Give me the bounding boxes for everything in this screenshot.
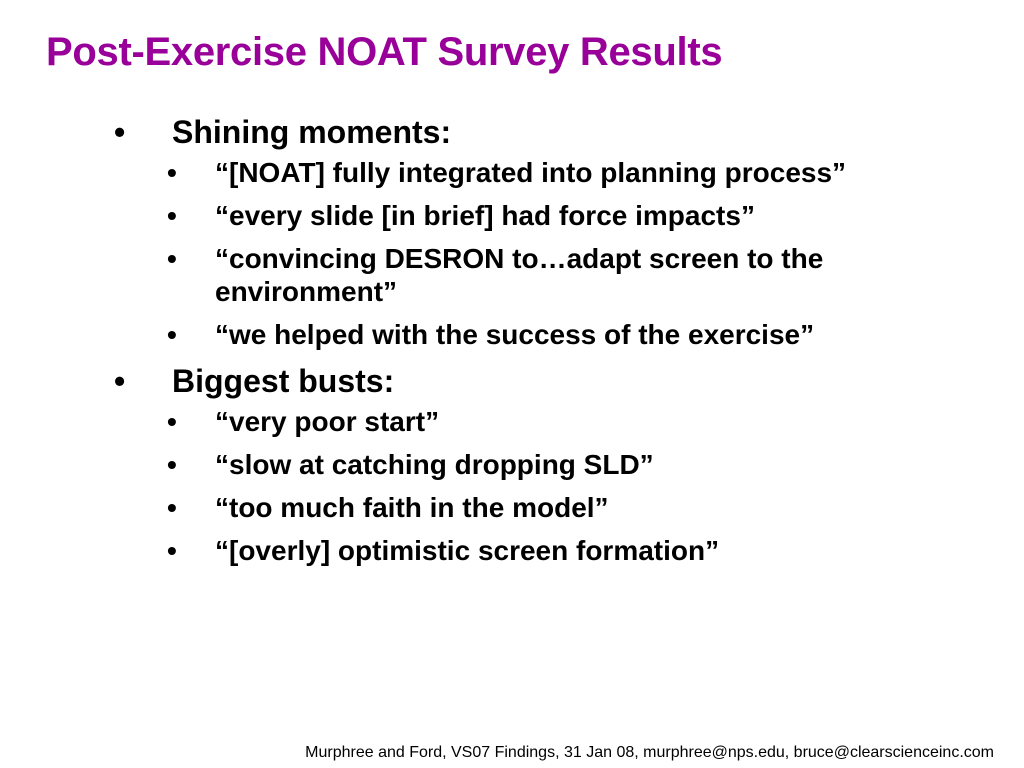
list-item-text: “[NOAT] fully integrated into planning p… (215, 157, 847, 188)
list-item-text: “slow at catching dropping SLD” (215, 449, 654, 480)
bullet-icon: • (114, 363, 126, 399)
bullet-icon: • (167, 449, 177, 480)
section-biggest-busts: • Biggest busts: • “very poor start” • “… (0, 361, 1024, 567)
sub-bullet-list: • “[NOAT] fully integrated into planning… (0, 156, 1024, 351)
bullet-icon: • (167, 492, 177, 523)
bullet-icon: • (114, 114, 126, 150)
bullet-icon: • (167, 406, 177, 437)
bullet-icon: • (167, 200, 177, 231)
footer-citation: Murphree and Ford, VS07 Findings, 31 Jan… (305, 744, 994, 761)
bullet-icon: • (167, 157, 177, 188)
list-item: • “[NOAT] fully integrated into planning… (0, 156, 975, 189)
bullet-list: • Shining moments: • “[NOAT] fully integ… (0, 112, 1024, 577)
list-item-text: “we helped with the success of the exerc… (215, 319, 815, 350)
list-item-text: “very poor start” (215, 406, 440, 437)
section-heading-text: Biggest busts: (172, 363, 395, 399)
list-item: • “slow at catching dropping SLD” (0, 448, 975, 481)
bullet-icon: • (167, 535, 177, 566)
sub-bullet-list: • “very poor start” • “slow at catching … (0, 405, 1024, 567)
section-heading: • Shining moments: (0, 112, 1024, 152)
bullet-icon: • (167, 319, 177, 350)
section-shining-moments: • Shining moments: • “[NOAT] fully integ… (0, 112, 1024, 351)
section-heading: • Biggest busts: (0, 361, 1024, 401)
bullet-icon: • (167, 243, 177, 274)
list-item: • “we helped with the success of the exe… (0, 318, 975, 351)
list-item: • “every slide [in brief] had force impa… (0, 199, 975, 232)
list-item: • “very poor start” (0, 405, 975, 438)
slide-title: Post-Exercise NOAT Survey Results (46, 30, 723, 74)
list-item: • “[overly] optimistic screen formation” (0, 534, 975, 567)
list-item-text: “too much faith in the model” (215, 492, 609, 523)
list-item-text: “every slide [in brief] had force impact… (215, 200, 755, 231)
list-item: • “too much faith in the model” (0, 491, 975, 524)
list-item-text: “[overly] optimistic screen formation” (215, 535, 720, 566)
list-item: • “convincing DESRON to…adapt screen to … (0, 242, 975, 308)
section-heading-text: Shining moments: (172, 114, 452, 150)
list-item-text: “convincing DESRON to…adapt screen to th… (215, 243, 824, 307)
